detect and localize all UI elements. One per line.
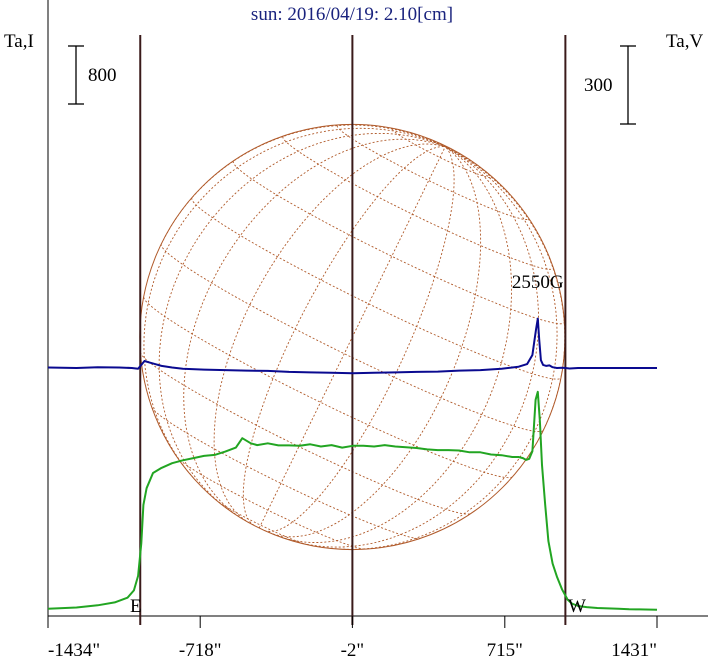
left-scale-label: 800 — [88, 65, 117, 86]
longitude-line — [213, 143, 446, 524]
longitude-line — [264, 146, 455, 532]
west-limb-label: W — [568, 596, 586, 617]
longitude-line — [258, 146, 446, 529]
right-axis-label: Ta,V — [666, 31, 703, 52]
x-tick-label: 715" — [487, 640, 523, 661]
longitude-line — [183, 138, 446, 517]
longitude-line — [160, 124, 446, 245]
plot-frame — [47, 0, 708, 617]
intensity-series-line — [47, 390, 658, 611]
limb-and-center-lines — [139, 35, 567, 625]
longitude-line — [158, 132, 446, 509]
left-scale-bar: 800 — [68, 45, 117, 105]
longitude-line — [143, 127, 446, 485]
series-layer — [47, 317, 658, 611]
latitude-line — [143, 297, 513, 479]
longitude-line — [444, 146, 565, 431]
right-scale-label: 300 — [584, 75, 613, 96]
latitude-line — [191, 197, 562, 380]
chart-title: sun: 2016/04/19: 2.10[cm] — [251, 4, 453, 25]
longitude-line — [331, 146, 558, 550]
left-axis-label: Ta,I — [4, 31, 34, 52]
latitude-line — [176, 456, 366, 550]
x-tick-label: -718" — [179, 640, 222, 661]
right-scale-bar: 300 — [584, 45, 636, 125]
x-tick-label: 1431" — [611, 640, 657, 661]
longitude-line — [242, 146, 446, 526]
latitude-line — [215, 499, 309, 546]
x-tick-label: -2" — [341, 640, 365, 661]
x-axis-ticks: -1434" -718" -2" 715" 1431" — [47, 616, 658, 661]
magnetic-field-annotation: 2550G — [512, 272, 564, 293]
latitude-line — [151, 407, 421, 539]
longitude-line — [295, 146, 540, 548]
longitude-line — [269, 146, 482, 538]
longitude-line — [280, 146, 513, 543]
x-tick-label: -1434" — [48, 640, 100, 661]
polarization-series-line — [47, 317, 657, 375]
east-limb-label: E — [130, 596, 142, 617]
